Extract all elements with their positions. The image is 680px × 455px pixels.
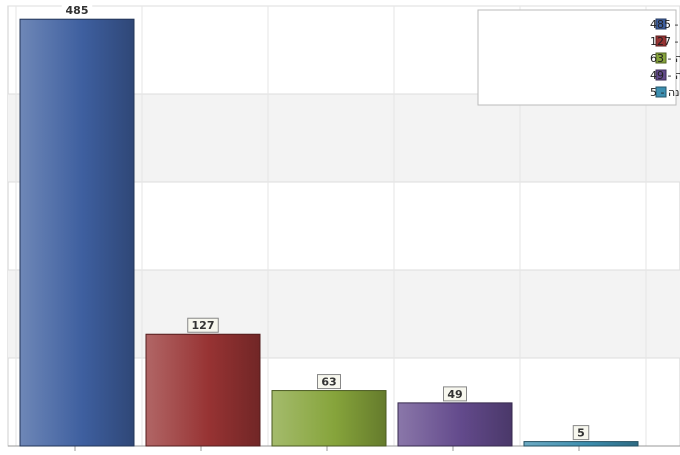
legend-label: סיוע באוכל בתקופת הקורונה - 485 [650, 18, 680, 31]
bar-1 [19, 18, 135, 447]
bar-4 [397, 402, 513, 447]
data-labels: 485 127 63 49 5 [61, 4, 590, 441]
legend-item-3: שגרת חיים קורונה - 63 [650, 52, 680, 65]
legend-label: מידע בנושא קורונה - 49 [650, 69, 680, 82]
data-label-box [61, 4, 93, 19]
legend-item-2: הפרות הנחיות קורונה - 127 [650, 35, 680, 48]
legend-box [477, 9, 677, 106]
data-label-value: 127 [192, 319, 215, 332]
bar-3 [271, 390, 387, 447]
data-label-box [572, 425, 590, 441]
data-label-2: 127 [187, 317, 219, 333]
data-label-box [317, 374, 341, 390]
bar-5 [523, 441, 639, 447]
legend-label: הפרות הנחיות קורונה - 127 [650, 35, 680, 48]
legend: סיוע באוכל בתקופת הקורונה - 485 הפרות הנח… [477, 9, 680, 106]
data-label-box [187, 317, 219, 333]
bars [19, 18, 639, 447]
legend-swatch [655, 35, 667, 47]
data-label-5: 5 [572, 425, 590, 441]
data-label-box [443, 386, 467, 402]
legend-label: חיטוי קורונה - 5 [650, 86, 680, 99]
legend-swatch [655, 18, 667, 30]
legend-item-1: סיוע באוכל בתקופת הקורונה - 485 [650, 18, 680, 31]
bar-2 [145, 333, 261, 447]
data-label-value: 485 [66, 4, 89, 17]
data-label-value: 5 [577, 427, 585, 440]
data-label-value: 49 [447, 388, 462, 401]
legend-item-5: חיטוי קורונה - 5 [650, 86, 680, 99]
legend-item-4: מידע בנושא קורונה - 49 [650, 69, 680, 82]
legend-label: שגרת חיים קורונה - 63 [650, 52, 680, 65]
data-label-4: 49 [443, 386, 467, 402]
legend-swatch [655, 52, 667, 64]
legend-swatch [655, 86, 667, 98]
legend-swatch [655, 69, 667, 81]
data-label-1: 485 [61, 4, 93, 19]
data-label-value: 63 [321, 376, 336, 389]
data-label-3: 63 [317, 374, 341, 390]
